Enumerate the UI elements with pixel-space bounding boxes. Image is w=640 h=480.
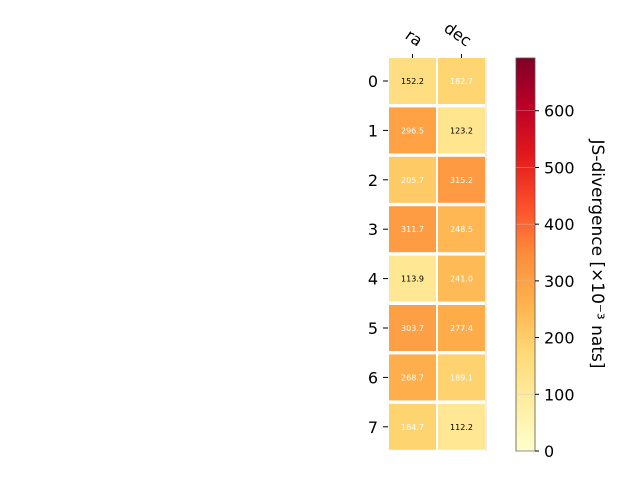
cell-value-label: 189.1 [450,373,473,382]
colorbar [515,57,536,452]
cell-value-label: 113.9 [401,275,424,284]
heatmap-cell [389,206,436,253]
heatmap-cell [438,255,485,302]
row-label: 0 [368,72,378,91]
colorbar-ticks: 0 100 200 300 400 500 600 [516,102,575,461]
row-label: 2 [368,171,378,190]
heatmap-cell [438,305,485,351]
cell-value-label: 315.2 [450,176,473,185]
cell-value-label: 268.7 [401,373,424,382]
heatmap-cell [389,107,436,154]
colorbar-tick-label: 600 [544,102,575,121]
row-label: 4 [368,270,378,289]
row-label: 1 [368,121,378,140]
heatmap-cell [438,58,485,104]
colorbar-tick-label: 400 [544,215,575,234]
colorbar-tick-label: 500 [544,158,575,177]
heatmap-cell [389,58,436,104]
cell-value-label: 123.2 [450,126,473,135]
heatmap-cell [389,354,436,401]
cell-value-label: 277.4 [450,324,473,333]
cell-value-label: 184.7 [401,423,424,432]
heatmap-cell [438,156,485,203]
heatmap-cells: 152.2 182.7 296.5 123.2 205.7 315.2 311.7 248.5… [389,58,485,450]
cell-value-label: 112.2 [450,423,473,432]
colorbar-label: JS-divergence [×10⁻³ nats] [587,139,607,369]
colorbar-tick-label: 200 [544,329,575,348]
cell-value-label: 296.5 [401,126,424,135]
colorbar-tick-label: 100 [544,385,575,404]
heatmap-cell [389,255,436,302]
cell-value-label: 241.0 [450,275,473,284]
cell-value-label: 182.7 [450,77,473,86]
row-label: 7 [368,418,378,437]
cell-value-label: 303.7 [401,324,424,333]
cell-value-label: 248.5 [450,225,473,234]
colorbar-tick-label: 300 [544,272,575,291]
heatmap-cell [389,156,436,203]
row-labels: 0 1 2 3 4 5 6 7 [368,72,388,437]
cell-value-label: 205.7 [401,176,424,185]
cell-value-label: 311.7 [401,225,424,234]
row-label: 3 [368,220,378,239]
heatmap-cell [438,206,485,253]
heatmap-cell [389,305,436,351]
cell-value-label: 152.2 [401,77,424,86]
row-label: 6 [368,368,378,387]
colorbar-tick-label: 0 [544,442,554,461]
heatmap-cell [438,107,485,154]
heatmap-cell [389,403,436,450]
heatmap-cell [438,403,485,450]
heatmap-cell [438,354,485,401]
row-label: 5 [368,319,378,338]
